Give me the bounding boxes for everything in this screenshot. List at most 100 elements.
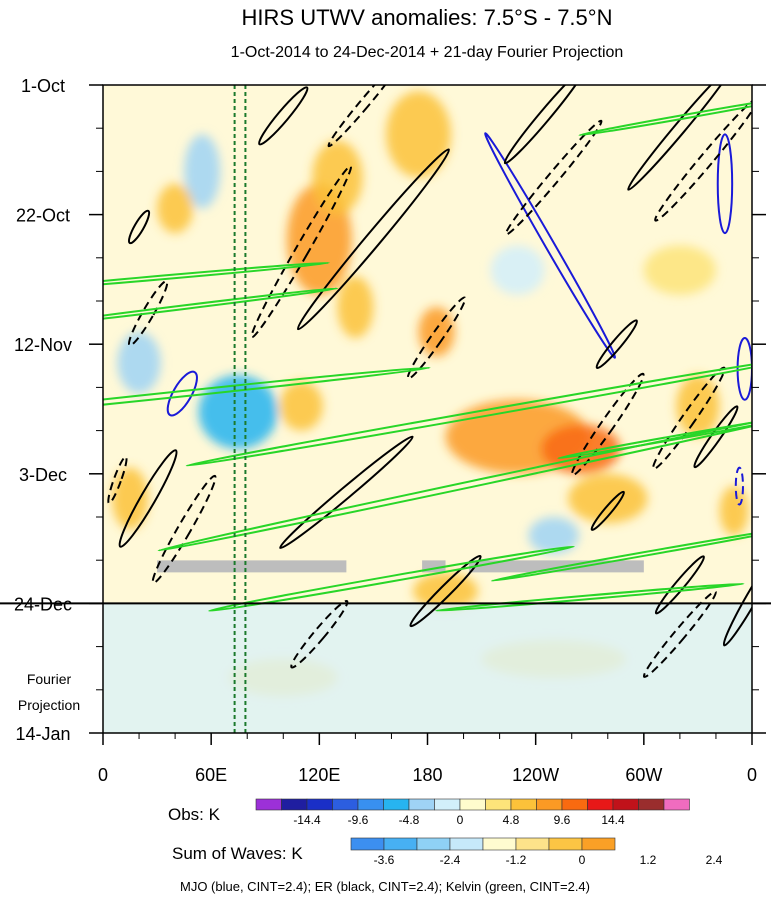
wavebar-label-1: -2.4 — [440, 853, 461, 867]
x-tick-label-3: 180 — [412, 765, 442, 785]
anomaly-patch-14 — [528, 517, 579, 555]
obsbar-box-7 — [434, 798, 461, 811]
kelvin-contour-33 — [185, 357, 752, 467]
chart-title: HIRS UTWV anomalies: 7.5°S - 7.5°N — [242, 5, 613, 30]
obsbar-box-10 — [510, 798, 537, 811]
y-tick-label-2: 12-Nov — [14, 335, 72, 355]
obsbar-label-4: 4.8 — [503, 813, 520, 827]
chart-subtitle: 1-Oct-2014 to 24-Dec-2014 + 21-day Fouri… — [231, 44, 624, 61]
anomaly-patch-17 — [157, 183, 194, 234]
mjo-contour-4 — [734, 466, 744, 506]
projection-label-line2: Projection — [18, 697, 80, 713]
er-contour-27 — [409, 554, 482, 628]
kelvin-contour-37 — [208, 545, 575, 612]
anomaly-patch-0 — [184, 134, 221, 209]
er-contour-29 — [722, 548, 752, 647]
wavebar-box-2 — [416, 837, 451, 851]
kelvin-contour-36 — [578, 95, 752, 137]
anomaly-patch-2 — [312, 140, 363, 215]
wavebar-box-3 — [449, 837, 484, 851]
y-tick-label-4: 24-Dec — [14, 594, 72, 614]
y-tick-label-1: 22-Oct — [16, 206, 70, 226]
er-contour-18 — [654, 96, 752, 222]
obsbar-box-5 — [383, 798, 410, 811]
anomaly-patch-19 — [643, 245, 716, 295]
er-contour-17 — [627, 85, 733, 191]
er-contour-22 — [652, 366, 726, 470]
anomaly-patch-5 — [418, 307, 455, 357]
er-contour-7 — [250, 165, 352, 339]
wavebar-box-4 — [482, 837, 517, 851]
obsbar-box-12 — [561, 798, 588, 811]
wavebar-box-1 — [383, 837, 418, 851]
er-contour-5 — [258, 86, 309, 146]
wavebar-label-3: 0 — [579, 853, 586, 867]
er-contour-6 — [296, 148, 450, 331]
er-contour-10 — [127, 280, 169, 347]
er-contour-24 — [590, 490, 625, 531]
anomaly-patch-15 — [568, 473, 648, 524]
obsbar-label-0: -14.4 — [293, 813, 321, 827]
er-contour-21 — [571, 372, 645, 477]
obsbar-label-1: -9.6 — [348, 813, 369, 827]
obs-colorbar-label: Obs: K — [168, 805, 221, 824]
obsbar-box-2 — [306, 798, 333, 811]
er-contour-9 — [128, 209, 151, 245]
wavebar-box-7 — [581, 837, 616, 851]
x-tick-label-5: 60W — [625, 765, 662, 785]
anomaly-patch-18 — [490, 245, 545, 295]
anomaly-patch-4 — [337, 276, 374, 339]
obsbar-label-5: 9.6 — [554, 813, 571, 827]
obsbar-label-2: -4.8 — [399, 813, 420, 827]
y-tick-label-3: 3-Dec — [19, 465, 67, 485]
obsbar-box-9 — [485, 798, 512, 811]
x-tick-label-6: 0 — [747, 765, 757, 785]
obsbar-box-14 — [612, 798, 639, 811]
reference-lines — [233, 85, 247, 733]
anomaly-patch-13 — [719, 486, 749, 536]
er-contour-16 — [504, 119, 603, 236]
obsbar-box-8 — [459, 798, 486, 811]
obsbar-label-6: 14.4 — [601, 813, 625, 827]
wave-contours — [103, 85, 752, 678]
wavebar-label-4: 1.2 — [640, 853, 657, 867]
obsbar-box-16 — [663, 798, 690, 811]
y-tick-label-0: 1-Oct — [21, 76, 65, 96]
mjo-contour-1 — [716, 133, 734, 235]
er-contour-26 — [642, 590, 717, 678]
anomaly-patch-8 — [279, 381, 323, 431]
kelvin-contour-30 — [103, 261, 330, 291]
kelvin-contour-31 — [103, 287, 339, 328]
anomaly-patch-3 — [386, 91, 451, 178]
er-contour-20 — [595, 319, 638, 370]
x-axis: 0 60E 120E 180 120W 60W 0 — [98, 733, 757, 785]
x-tick-label-1: 60E — [195, 765, 227, 785]
wavebar-label-2: -1.2 — [506, 853, 527, 867]
x-tick-label-2: 120E — [298, 765, 340, 785]
obsbar-box-0 — [255, 798, 282, 811]
projection-background — [103, 603, 752, 733]
kelvin-contour-39 — [435, 582, 745, 612]
obsbar-box-1 — [281, 798, 308, 811]
wavebar-box-0 — [350, 837, 385, 851]
kelvin-contour-38 — [490, 526, 752, 582]
x-tick-label-0: 0 — [98, 765, 108, 785]
obsbar-label-3: 0 — [457, 813, 464, 827]
kelvin-contour-34 — [157, 408, 752, 552]
wavebar-label-5: 2.4 — [706, 853, 723, 867]
er-contour-14 — [279, 435, 414, 550]
anomaly-patch-6 — [117, 331, 161, 394]
obsbar-box-3 — [332, 798, 359, 811]
mjo-contour-0 — [484, 132, 617, 359]
waves-colorbar-label: Sum of Waves: K — [172, 844, 303, 863]
plot-area — [103, 85, 752, 733]
kelvin-contour-32 — [103, 366, 431, 421]
anomaly-patch-11 — [676, 375, 720, 437]
waves-colorbar: -3.6-2.4-1.201.22.43.6 — [350, 837, 723, 867]
er-contour-28 — [290, 599, 349, 669]
wavebar-box-6 — [548, 837, 583, 851]
er-contour-12 — [151, 474, 217, 584]
obsbar-box-13 — [587, 798, 614, 811]
wavebar-label-0: -3.6 — [374, 853, 395, 867]
obsbar-box-4 — [357, 798, 384, 811]
